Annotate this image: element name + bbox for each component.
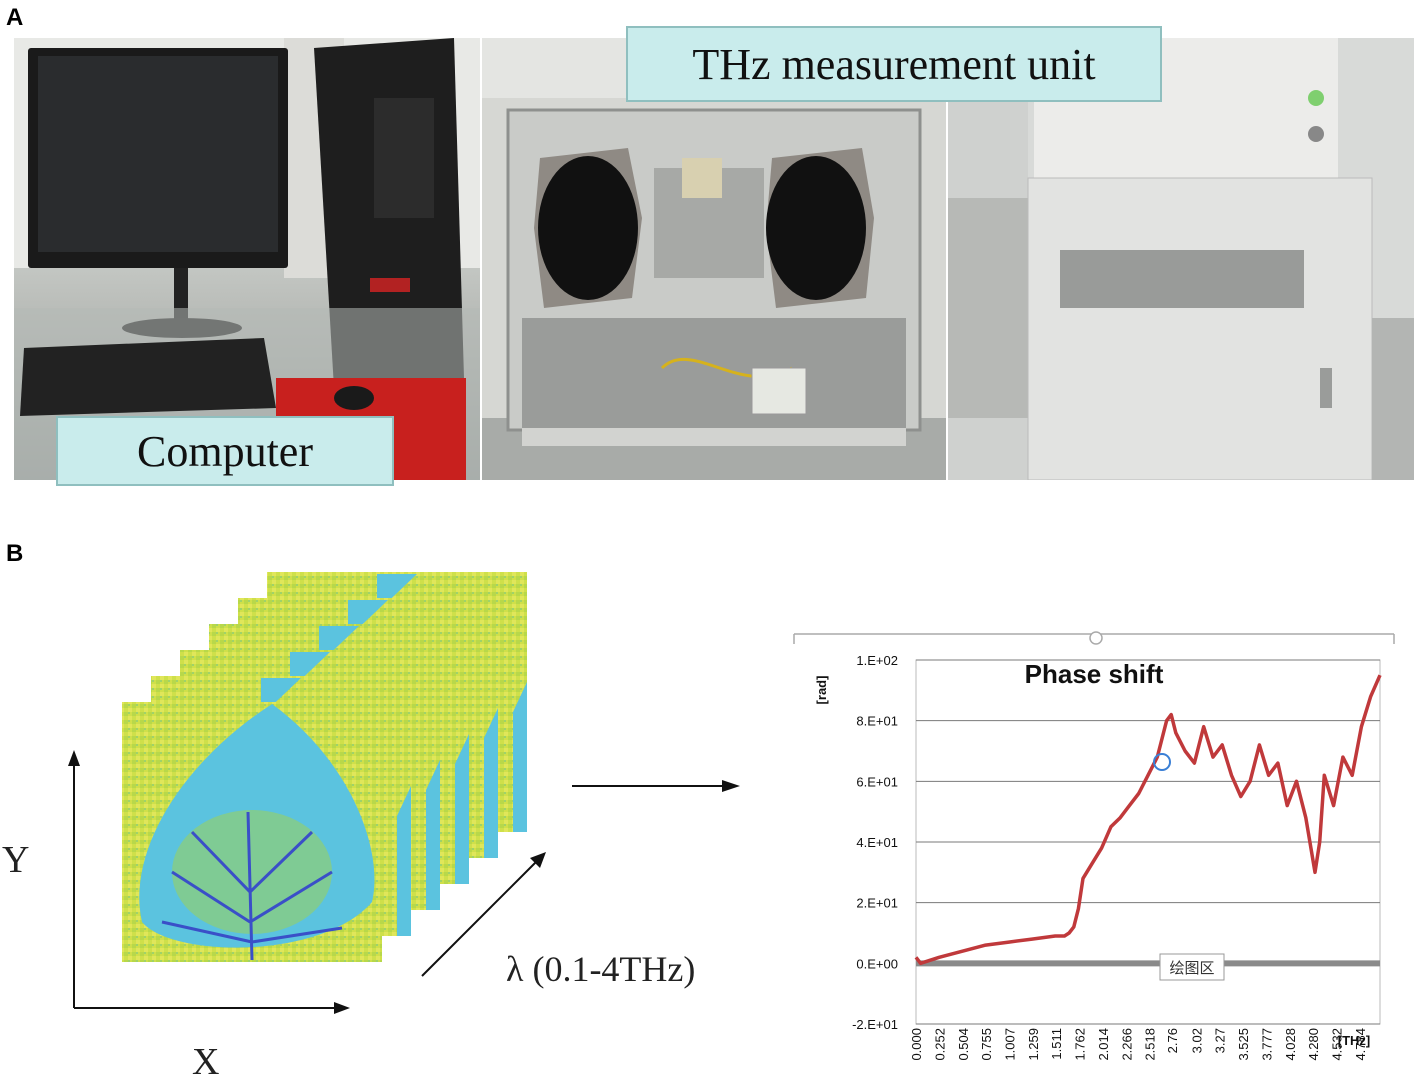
cabinet-icon (1027, 177, 1373, 480)
x-tick-label: 3.777 (1260, 1028, 1275, 1061)
chart-series (914, 674, 1382, 966)
phase-shift-line (914, 674, 1382, 966)
x-tick-label: 3.02 (1189, 1028, 1204, 1053)
x-tick-label: 3.27 (1212, 1028, 1227, 1053)
spectral-layer (122, 702, 382, 962)
x-tick-label: 4.028 (1283, 1028, 1298, 1061)
y-tick-label: -2.E+01 (852, 1017, 898, 1032)
y-tick-label: 2.E+01 (856, 896, 898, 911)
move-cursor-icon (1153, 753, 1171, 771)
computer-photo (14, 38, 480, 480)
x-tick-label: 4.784 (1353, 1028, 1368, 1061)
chart-gridlines (915, 659, 1381, 1025)
y-tick-label: 0.E+00 (856, 956, 898, 971)
x-tick-label: 2.518 (1143, 1028, 1158, 1061)
plot-area-tag-text: 绘图区 (1169, 960, 1214, 977)
x-tick-label: 1.259 (1026, 1028, 1041, 1061)
x-tick-label: 0.504 (956, 1028, 971, 1061)
x-tick-label: 4.532 (1330, 1028, 1345, 1061)
x-tick-labels: 0.000 0.252 0.504 0.755 1.007 1.259 1.511 1.762… (909, 1028, 1368, 1061)
to-chart-arrowhead (722, 780, 740, 792)
y-tick-labels: 1.E+02 8.E+01 6.E+01 4.E+01 2.E+01 0.E+00 -2.E… (852, 653, 898, 1032)
panel-label-b: B (6, 540, 24, 567)
thz-enclosure-illustration (482, 38, 946, 480)
x-tick-label: 0.000 (909, 1028, 924, 1061)
lens-left-icon (538, 156, 638, 300)
chart-title: Phase shift (1025, 659, 1164, 689)
panel-label-a: A (6, 4, 24, 31)
y-tick-label: 6.E+01 (856, 774, 898, 789)
chart-x-axis-label: [THz] (1338, 1033, 1371, 1048)
y-tick-label: 4.E+01 (856, 835, 898, 850)
spectral-layers (122, 572, 527, 962)
leaf-veins (161, 811, 343, 961)
computer-label: Computer (56, 416, 394, 486)
x-tick-label: 2.266 (1119, 1028, 1134, 1061)
x-tick-label: 3.525 (1236, 1028, 1251, 1061)
x-tick-label: 4.280 (1306, 1028, 1321, 1061)
chart-frame-handle (1089, 631, 1103, 645)
x-tick-label: 1.762 (1073, 1028, 1088, 1061)
y-tick-label: 8.E+01 (856, 714, 898, 729)
analysis-unit-illustration (948, 38, 1414, 480)
keyboard-icon (20, 338, 276, 416)
analysis-unit-photo (948, 38, 1414, 480)
x-tick-label: 0.755 (979, 1028, 994, 1061)
computer-illustration (14, 38, 480, 480)
lambda-label: λ (0.1-4THz) (506, 949, 696, 989)
lambda-arrowhead (530, 852, 546, 868)
phase-shift-chart: 1.E+02 8.E+01 6.E+01 4.E+01 2.E+01 0.E+00 -2.E… (793, 631, 1395, 1061)
plot-area-tag (1159, 953, 1225, 981)
lens-right-icon (766, 156, 866, 300)
x-axis-arrowhead (334, 1002, 350, 1014)
y-axis-arrowhead (68, 750, 80, 766)
thz-unit-label: THz measurement unit (626, 26, 1162, 102)
x-tick-label: 1.511 (1049, 1028, 1064, 1060)
thz-enclosure-photo (482, 38, 946, 480)
x-tick-label: 2.014 (1096, 1028, 1111, 1061)
x-tick-label: 2.76 (1165, 1028, 1180, 1053)
hyperspectral-cube-diagram (68, 572, 740, 1014)
x-axis-label: X (192, 1041, 220, 1083)
y-tick-label: 1.E+02 (856, 653, 898, 668)
y-axis-label: Y (2, 839, 30, 881)
chart-y-axis-label: [rad] (814, 676, 829, 705)
x-tick-label: 0.252 (932, 1028, 947, 1061)
x-tick-label: 1.007 (1002, 1028, 1017, 1061)
